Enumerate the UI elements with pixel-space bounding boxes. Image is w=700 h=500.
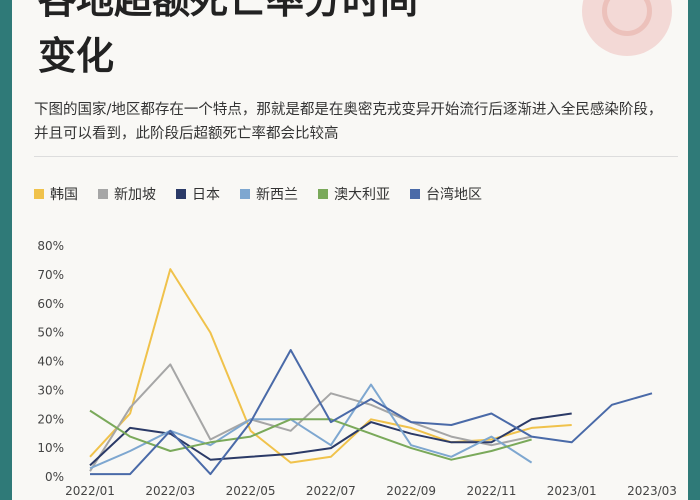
y-tick-label: 70% (37, 268, 64, 282)
x-tick-label: 2022/07 (306, 484, 356, 498)
legend-item: 韩国 (34, 184, 78, 204)
y-tick-label: 60% (37, 297, 64, 311)
title-line-2: 变化 (38, 34, 115, 78)
legend-label: 澳大利亚 (334, 187, 390, 203)
chart-legend: 韩国 新加坡 日本 新西兰 澳大利亚 台湾地区 (34, 184, 502, 204)
legend-item: 新加坡 (98, 184, 156, 204)
line-chart: 0% 10% 20% 30% 40% 50% 60% 70% 80% 2022/01 2022/03… (37, 239, 677, 498)
legend-label: 韩国 (50, 187, 78, 203)
x-tick-label: 2022/01 (65, 484, 115, 498)
series-line-1 (89, 268, 572, 464)
y-tick-label: 30% (37, 383, 64, 397)
legend-label: 新加坡 (114, 187, 156, 203)
series-line-4 (89, 383, 533, 470)
series-line-5 (89, 409, 532, 461)
x-tick-label: 2023/03 (627, 484, 677, 498)
legend-item: 新西兰 (240, 184, 298, 204)
y-tick-label: 10% (37, 441, 64, 455)
series-line-3 (89, 412, 572, 467)
chart-card: 各地超额死亡率分时间 变化 下图的国家/地区都存在一个特点，那就是都是在奥密克戎… (12, 0, 688, 500)
legend-item: 台湾地区 (410, 184, 482, 204)
page-title: 各地超额死亡率分时间 变化 (38, 0, 598, 84)
series-line-2 (89, 363, 532, 472)
y-tick-label: 80% (37, 239, 64, 253)
y-tick-label: 20% (37, 412, 64, 426)
x-tick-label: 2022/09 (386, 484, 436, 498)
y-tick-label: 40% (37, 355, 64, 369)
x-tick-label: 2022/03 (145, 484, 195, 498)
legend-swatch (318, 189, 328, 199)
series-line-6 (90, 349, 653, 476)
y-tick-label: 0% (45, 470, 64, 484)
legend-swatch (98, 189, 108, 199)
legend-item: 日本 (176, 184, 220, 204)
divider (34, 156, 678, 157)
title-line-1: 各地超额死亡率分时间 (38, 0, 419, 22)
legend-swatch (410, 189, 420, 199)
legend-item: 澳大利亚 (318, 184, 390, 204)
legend-swatch (34, 189, 44, 199)
chart-description: 下图的国家/地区都存在一个特点，那就是都是在奥密克戎变异开始流行后逐渐进入全民感… (34, 102, 663, 142)
legend-swatch (240, 189, 250, 199)
legend-label: 台湾地区 (426, 187, 482, 203)
x-tick-label: 2023/01 (547, 484, 597, 498)
legend-swatch (176, 189, 186, 199)
legend-label: 日本 (192, 187, 220, 203)
x-tick-label: 2022/05 (226, 484, 276, 498)
legend-label: 新西兰 (256, 187, 298, 203)
y-tick-label: 50% (37, 326, 64, 340)
x-tick-label: 2022/11 (466, 484, 516, 498)
